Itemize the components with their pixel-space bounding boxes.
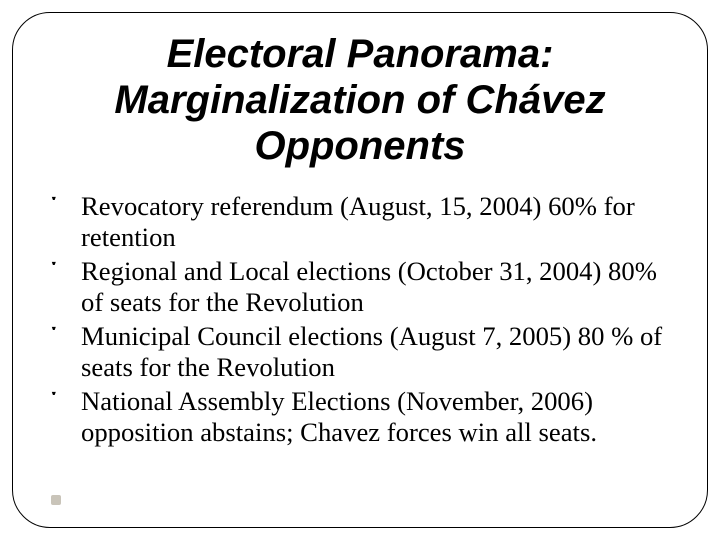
slide-title: Electoral Panorama: Marginalization of C… xyxy=(80,31,640,169)
bullet-glyph-icon: ་ xyxy=(51,386,57,417)
bullet-list: ་ Revocatory referendum (August, 15, 200… xyxy=(49,191,671,449)
bullet-text: Regional and Local elections (October 31… xyxy=(81,256,657,317)
bullet-glyph-icon: ་ xyxy=(51,256,57,287)
bullet-text: Municipal Council elections (August 7, 2… xyxy=(81,321,662,382)
bullet-glyph-icon: ་ xyxy=(51,321,57,352)
footer-decoration-icon xyxy=(51,495,61,505)
bullet-text: National Assembly Elections (November, 2… xyxy=(81,386,597,447)
list-item: ་ Municipal Council elections (August 7,… xyxy=(51,321,671,384)
bullet-glyph-icon: ་ xyxy=(51,191,57,222)
bullet-text: Revocatory referendum (August, 15, 2004)… xyxy=(81,191,635,252)
list-item: ་ National Assembly Elections (November,… xyxy=(51,386,671,449)
list-item: ་ Regional and Local elections (October … xyxy=(51,256,671,319)
slide-frame: Electoral Panorama: Marginalization of C… xyxy=(12,12,708,528)
list-item: ་ Revocatory referendum (August, 15, 200… xyxy=(51,191,671,254)
